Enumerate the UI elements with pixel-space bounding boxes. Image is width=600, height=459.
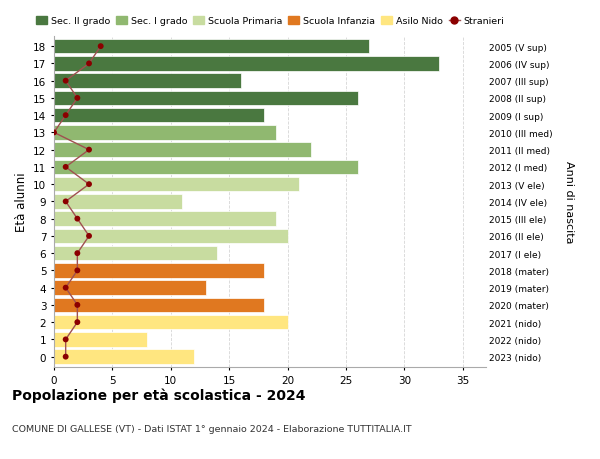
Bar bbox=[54, 263, 264, 278]
Point bbox=[61, 284, 70, 292]
Point bbox=[49, 129, 59, 137]
Bar bbox=[54, 143, 311, 157]
Y-axis label: Anni di nascita: Anni di nascita bbox=[563, 161, 574, 243]
Bar bbox=[54, 91, 358, 106]
Point bbox=[84, 233, 94, 240]
Point bbox=[61, 78, 70, 85]
Bar bbox=[54, 315, 287, 330]
Bar bbox=[54, 229, 287, 244]
Legend: Sec. II grado, Sec. I grado, Scuola Primaria, Scuola Infanzia, Asilo Nido, Stran: Sec. II grado, Sec. I grado, Scuola Prim… bbox=[32, 13, 508, 30]
Bar bbox=[54, 350, 194, 364]
Bar bbox=[54, 195, 182, 209]
Point bbox=[61, 336, 70, 343]
Point bbox=[73, 319, 82, 326]
Point bbox=[61, 112, 70, 120]
Bar bbox=[54, 57, 439, 72]
Point bbox=[73, 215, 82, 223]
Bar bbox=[54, 160, 358, 175]
Point bbox=[61, 164, 70, 171]
Bar bbox=[54, 126, 276, 140]
Point bbox=[61, 198, 70, 206]
Text: COMUNE DI GALLESE (VT) - Dati ISTAT 1° gennaio 2024 - Elaborazione TUTTITALIA.IT: COMUNE DI GALLESE (VT) - Dati ISTAT 1° g… bbox=[12, 425, 412, 434]
Point bbox=[73, 250, 82, 257]
Point bbox=[84, 147, 94, 154]
Point bbox=[73, 267, 82, 274]
Point bbox=[84, 181, 94, 188]
Bar bbox=[54, 109, 264, 123]
Bar bbox=[54, 74, 241, 89]
Bar bbox=[54, 332, 148, 347]
Bar bbox=[54, 281, 206, 295]
Bar bbox=[54, 178, 299, 192]
Bar bbox=[54, 246, 217, 261]
Point bbox=[73, 302, 82, 309]
Point bbox=[73, 95, 82, 102]
Bar bbox=[54, 40, 369, 54]
Point bbox=[84, 61, 94, 68]
Bar bbox=[54, 212, 276, 226]
Text: Popolazione per età scolastica - 2024: Popolazione per età scolastica - 2024 bbox=[12, 388, 305, 403]
Point bbox=[96, 44, 106, 51]
Point bbox=[61, 353, 70, 361]
Bar bbox=[54, 298, 264, 313]
Y-axis label: Età alunni: Età alunni bbox=[14, 172, 28, 232]
